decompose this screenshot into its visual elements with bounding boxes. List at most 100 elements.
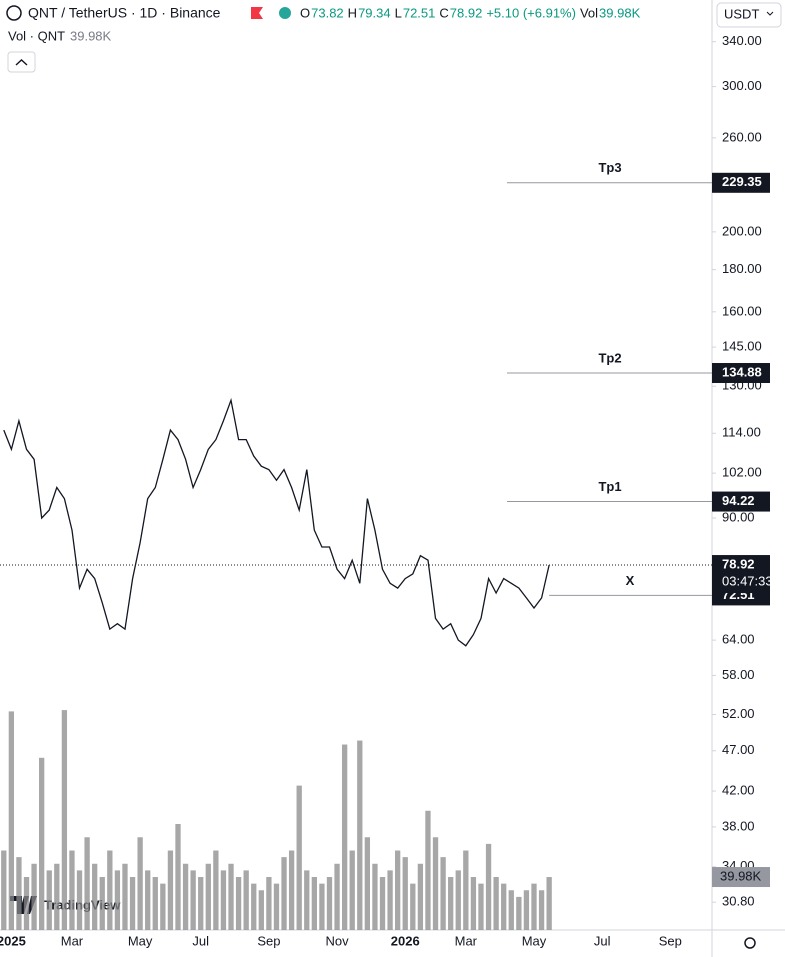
y-tick-label: 47.00 (722, 742, 755, 757)
volume-bar (16, 857, 22, 930)
volume-bar (54, 863, 60, 930)
volume-bar (410, 883, 416, 930)
x-tick-label: Jul (192, 933, 209, 948)
volume-bar (137, 837, 143, 930)
volume-bar (523, 890, 530, 930)
volume-bar (326, 877, 333, 930)
volume-bar (1, 850, 7, 930)
x-tick-label: Mar (61, 933, 84, 948)
volume-bar (160, 883, 166, 930)
volume-bar (319, 883, 325, 930)
volume-bar (493, 877, 499, 930)
y-tick-label: 145.00 (722, 339, 762, 354)
currency-label: USDT (724, 6, 759, 21)
ohlc-text: C (439, 5, 448, 20)
ohlc-text: O (300, 5, 310, 20)
x-tick-label: Nov (326, 933, 350, 948)
x-tick-label: Jul (594, 933, 611, 948)
y-tick-label: 160.00 (722, 303, 762, 318)
x-tick-label: Sep (659, 933, 682, 948)
level-label: Tp3 (598, 160, 621, 175)
volume-bar (84, 837, 90, 930)
ohlc-text: Vol (580, 5, 598, 20)
y-tick-label: 300.00 (722, 78, 762, 93)
flag-icon[interactable] (251, 7, 263, 19)
volume-bar (402, 857, 408, 930)
volume-bar (220, 870, 227, 930)
volume-bar (516, 896, 522, 930)
volume-bar (364, 837, 371, 930)
y-tick-label: 64.00 (722, 632, 755, 647)
y-tick-label: 340.00 (722, 33, 762, 48)
level-tag (712, 491, 770, 512)
currency-dropdown[interactable] (716, 2, 782, 28)
volume-bar (304, 870, 310, 930)
volume-bar (182, 863, 189, 930)
volume-bar (478, 883, 484, 930)
volume-bar (432, 837, 439, 930)
volume-bar (61, 710, 68, 930)
level-tag (712, 172, 770, 193)
volume-bar (31, 863, 37, 930)
volume-bar (334, 863, 340, 930)
volume-bar (463, 850, 469, 930)
volume-bar (395, 850, 401, 930)
volume-bar (273, 883, 280, 930)
level-tag-label: 94.22 (722, 493, 755, 508)
status-dot (279, 7, 291, 19)
price-line (3, 397, 550, 647)
volume-bar (425, 810, 431, 930)
volume-bar (531, 883, 537, 930)
volume-bar (296, 785, 302, 930)
volume-bar (455, 870, 461, 930)
volume-bar (235, 877, 242, 930)
volume-bar (152, 877, 158, 930)
level-tag-label: 134.88 (722, 364, 762, 379)
y-tick-label: 180.00 (722, 261, 762, 276)
y-tick-label: 52.00 (722, 706, 755, 721)
volume-bar (8, 711, 15, 930)
volume-bar (145, 870, 151, 930)
symbol-title: QNT / TetherUS · 1D · Binance (28, 5, 221, 21)
volume-bar (470, 877, 477, 930)
volume-bar (501, 883, 507, 930)
volume-bar (213, 850, 219, 930)
volume-bar (99, 877, 105, 930)
volume-bar (107, 850, 113, 930)
x-tick-label: 2026 (391, 933, 420, 948)
symbol-icon (6, 5, 22, 21)
volume-bar (167, 850, 174, 930)
volume-bar (508, 890, 514, 930)
ohlc-text: +5.10 (+6.91%) (486, 5, 576, 20)
ohlc-text: 73.82 (311, 5, 344, 20)
volume-bar (311, 877, 317, 930)
level-label: Tp1 (598, 479, 621, 494)
level-tag-label: 229.35 (722, 174, 762, 189)
ohlc-legend: O 73.82 H 79.34 L 72.51 C 78.92 +5.10 (+6.91%) Vo… (300, 5, 641, 20)
ohlc-text: 78.92 (450, 5, 483, 20)
volume-bar (379, 877, 386, 930)
x-tick-label: Sep (257, 933, 280, 948)
last-price-tag-label: 78.92 (722, 556, 755, 571)
y-tick-label: 114.00 (722, 425, 761, 440)
volume-bar (372, 863, 378, 930)
collapse-icon (15, 59, 28, 66)
volume-bar (251, 883, 257, 930)
settings-button[interactable] (744, 937, 756, 949)
volume-legend-value: 39.98K (70, 28, 112, 43)
volume-tag (712, 867, 770, 888)
dropdown-icon (766, 11, 774, 16)
volume-bar (485, 843, 492, 930)
last-price-tag (712, 555, 770, 594)
volume-bar (190, 870, 196, 930)
volume-bar (266, 877, 272, 930)
y-tick-label: 102.00 (722, 465, 762, 480)
ohlc-text: 39.98K (599, 5, 641, 20)
volume-bar (258, 890, 264, 930)
volume-bar (417, 863, 424, 930)
volume-bar (198, 877, 204, 930)
collapse-button[interactable] (7, 51, 36, 73)
volume-bar (129, 877, 136, 930)
